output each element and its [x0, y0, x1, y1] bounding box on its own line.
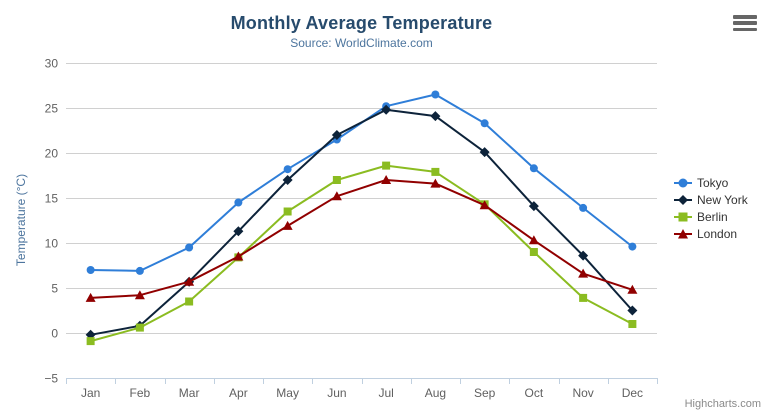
series-point-london[interactable] — [331, 191, 342, 201]
series-point-london[interactable] — [85, 292, 96, 302]
series-point-new-york[interactable] — [627, 305, 638, 316]
series-point-new-york[interactable] — [233, 226, 244, 237]
legend-item-tokyo[interactable]: Tokyo — [674, 174, 748, 191]
square-legend-marker-icon — [674, 212, 692, 221]
legend-item-new-york[interactable]: New York — [674, 191, 748, 208]
legend-item-berlin[interactable]: Berlin — [674, 208, 748, 225]
series-point-london[interactable] — [578, 268, 589, 278]
series-point-berlin[interactable] — [431, 167, 440, 176]
series-point-berlin[interactable] — [185, 297, 194, 306]
series-point-tokyo[interactable] — [234, 198, 243, 207]
x-axis-label: Feb — [130, 386, 151, 400]
y-axis-label: 0 — [51, 327, 58, 341]
chart-title: Monthly Average Temperature — [230, 13, 493, 33]
y-axis-title: Temperature (°C) — [14, 173, 28, 267]
x-axis-label: May — [276, 386, 299, 400]
series-point-berlin[interactable] — [283, 207, 292, 216]
series-point-new-york[interactable] — [381, 104, 392, 115]
series-point-london[interactable] — [282, 220, 293, 230]
series-point-tokyo[interactable] — [628, 242, 637, 251]
credits-link[interactable]: Highcharts.com — [684, 398, 761, 410]
x-axis-label: Jan — [81, 386, 100, 400]
series-point-tokyo[interactable] — [431, 90, 440, 99]
series-point-berlin[interactable] — [86, 337, 95, 346]
series-point-berlin[interactable] — [529, 248, 538, 256]
series-line-tokyo — [90, 93, 634, 272]
hamburger-menu-icon[interactable] — [733, 14, 757, 32]
series-point-london[interactable] — [479, 200, 490, 210]
y-axis-label: 30 — [45, 57, 59, 71]
circle-legend-marker-icon — [674, 178, 692, 187]
series-point-tokyo[interactable] — [283, 165, 292, 174]
series-point-tokyo[interactable] — [135, 266, 144, 275]
series-point-new-york[interactable] — [282, 175, 293, 185]
y-axis-label: 15 — [45, 192, 59, 206]
x-axis-label: Apr — [229, 386, 248, 400]
hamburger-bar — [733, 21, 757, 25]
series-point-new-york[interactable] — [331, 130, 342, 140]
x-axis-label: Mar — [179, 386, 200, 400]
series-point-london[interactable] — [184, 276, 195, 286]
x-axis-label: Nov — [572, 386, 593, 400]
y-axis-label: 10 — [45, 237, 59, 251]
series-point-london[interactable] — [627, 284, 638, 294]
y-axis-label: 20 — [45, 147, 59, 161]
series-point-new-york[interactable] — [528, 201, 539, 212]
x-axis-label: Sep — [474, 386, 496, 400]
series-line-new-york — [90, 108, 634, 336]
series-point-london[interactable] — [134, 290, 145, 300]
series-point-tokyo[interactable] — [579, 203, 588, 212]
series-point-berlin[interactable] — [332, 176, 341, 184]
y-axis-label: −5 — [44, 372, 58, 386]
legend-label: Tokyo — [697, 175, 729, 190]
chart-subtitle: Source: WorldClimate.com — [290, 36, 433, 50]
diamond-legend-marker-icon — [674, 194, 692, 205]
triangle-legend-marker-icon — [674, 228, 692, 238]
legend: Tokyo New York Berlin London — [674, 174, 748, 242]
x-axis-label: Jun — [327, 386, 346, 400]
legend-label: Berlin — [697, 209, 728, 224]
x-axis-label: Jul — [378, 386, 393, 400]
series-point-berlin[interactable] — [628, 320, 637, 328]
series-point-tokyo[interactable] — [529, 164, 538, 173]
series-point-berlin[interactable] — [135, 323, 144, 332]
series-point-london[interactable] — [430, 178, 441, 188]
x-axis-label: Dec — [622, 386, 643, 400]
legend-item-london[interactable]: London — [674, 225, 748, 242]
y-axis-label: 5 — [51, 282, 58, 296]
hamburger-bar — [733, 15, 757, 19]
legend-label: London — [697, 226, 738, 241]
x-axis-label: Oct — [525, 386, 544, 400]
series-point-new-york[interactable] — [578, 250, 589, 261]
series-point-new-york[interactable] — [430, 111, 441, 122]
series-point-tokyo[interactable] — [480, 119, 489, 128]
series-point-london[interactable] — [381, 175, 392, 184]
series-point-new-york[interactable] — [479, 147, 490, 158]
series-point-tokyo[interactable] — [185, 243, 194, 252]
series-line-berlin — [90, 164, 633, 343]
series-point-london[interactable] — [528, 235, 539, 245]
series-point-london[interactable] — [233, 251, 244, 261]
series-point-berlin[interactable] — [382, 161, 391, 170]
hamburger-bar — [733, 27, 757, 31]
y-axis-label: 25 — [45, 102, 59, 116]
legend-label: New York — [697, 192, 748, 207]
series-line-london — [90, 179, 633, 299]
series-point-berlin[interactable] — [579, 293, 588, 302]
series-point-tokyo[interactable] — [86, 266, 95, 274]
x-axis-label: Aug — [425, 386, 446, 400]
